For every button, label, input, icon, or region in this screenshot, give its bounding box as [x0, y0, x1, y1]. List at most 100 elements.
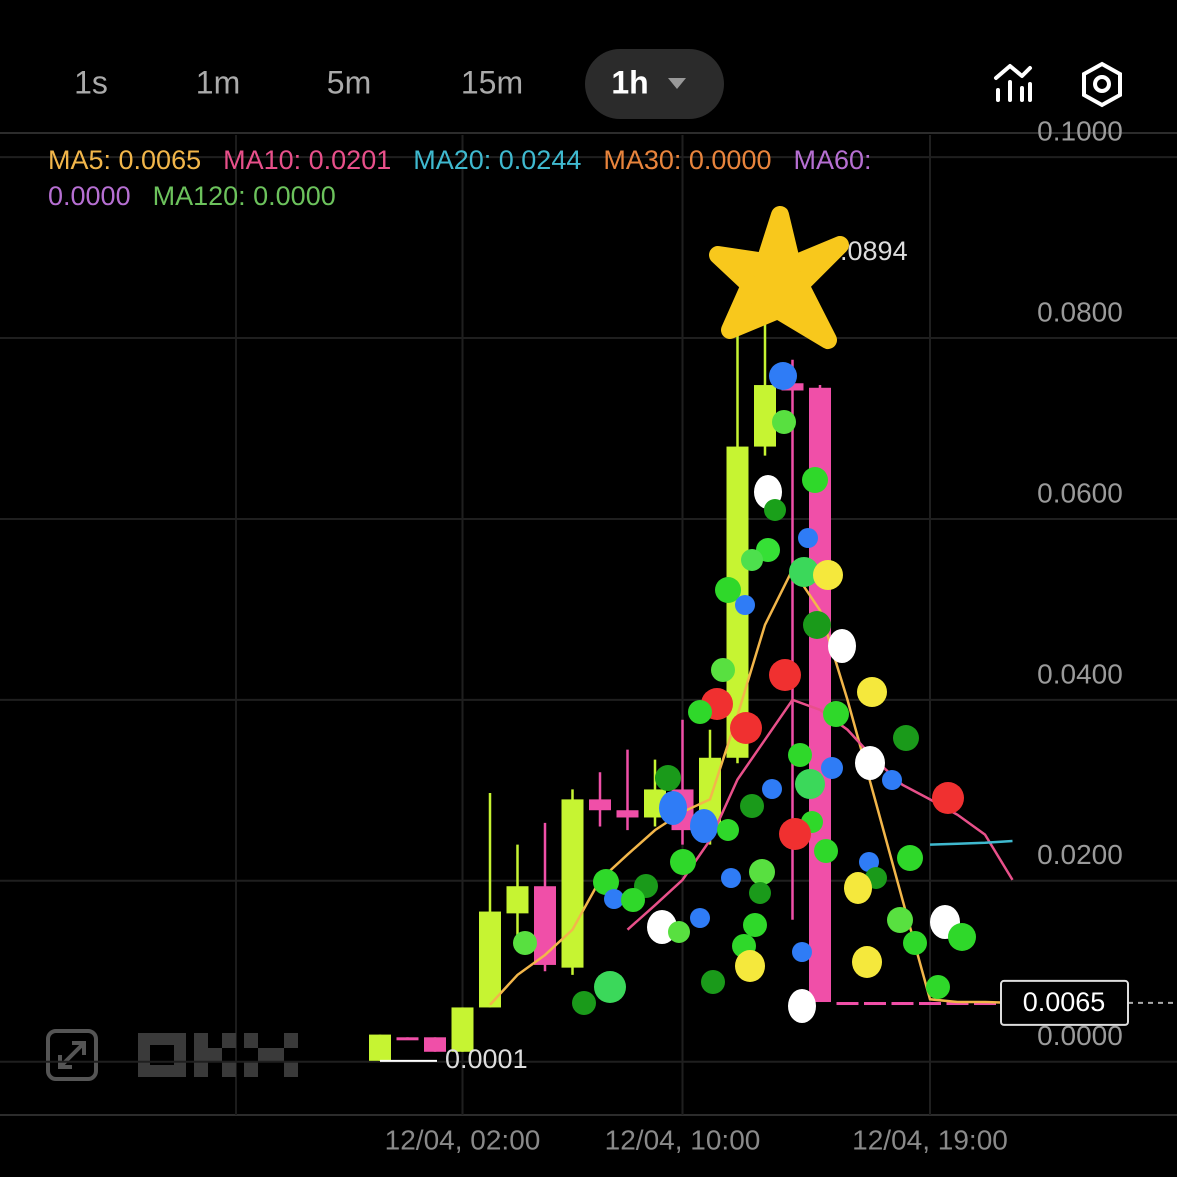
ornament — [948, 923, 976, 951]
icon-hex — [1082, 61, 1122, 108]
icon-line — [994, 64, 1032, 80]
ornament — [814, 839, 838, 863]
ornament — [821, 757, 843, 779]
ma-line — [489, 567, 1013, 1006]
ornament — [926, 975, 950, 999]
ornament — [852, 946, 882, 978]
y-tick-label: 0.1000 — [1037, 115, 1123, 146]
icon-arrow — [58, 1041, 86, 1069]
toolbar: 1s 1m 5m 15m 1h — [74, 49, 724, 119]
y-tick-label: 0.0600 — [1037, 477, 1123, 508]
x-tick-label: 12/04, 02:00 — [385, 1124, 541, 1155]
logo-block — [284, 1033, 298, 1048]
interval-button[interactable]: 1h — [611, 64, 648, 100]
candle-body — [479, 911, 501, 1008]
logo-block — [222, 1062, 236, 1077]
interval-button[interactable]: 15m — [461, 64, 523, 100]
ornament — [887, 907, 913, 933]
ornament — [604, 889, 624, 909]
interval-button[interactable]: 1s — [74, 64, 108, 100]
ornament — [688, 700, 712, 724]
ornament — [690, 908, 710, 928]
ornament — [594, 971, 626, 1003]
ornament — [735, 950, 765, 982]
x-tick-label: 12/04, 19:00 — [852, 1124, 1008, 1155]
ornament — [882, 770, 902, 790]
ornament — [701, 970, 725, 994]
ornament — [803, 611, 831, 639]
ornament — [721, 868, 741, 888]
candle-body — [396, 1037, 419, 1041]
ornament — [690, 809, 718, 843]
ornament — [769, 659, 801, 691]
y-tick-label: 0.0400 — [1037, 658, 1123, 689]
icon-dot — [1093, 75, 1111, 93]
legend-entry: MA5: 0.0065 — [48, 145, 202, 175]
ornament — [715, 577, 741, 603]
candle-body — [919, 1002, 941, 1006]
indicator-icon[interactable] — [994, 64, 1032, 102]
ornament — [788, 989, 816, 1023]
candle-body — [864, 1002, 886, 1006]
candle-body — [616, 810, 639, 818]
candle-body — [424, 1037, 446, 1052]
ornament — [621, 888, 645, 912]
legend-entry: MA120: 0.0000 — [152, 181, 336, 211]
candle-body — [781, 383, 804, 391]
low-label: 0.0001 — [445, 1044, 528, 1074]
ornament — [792, 942, 812, 962]
icon-bars — [996, 80, 1032, 102]
candle-body — [974, 1002, 996, 1006]
ornament — [859, 852, 879, 872]
logo-block — [194, 1033, 208, 1077]
ornament — [730, 712, 762, 744]
ma-line — [929, 839, 1013, 846]
candle-body — [506, 886, 529, 914]
ornament — [593, 869, 619, 895]
candle-body — [891, 1002, 914, 1006]
ornament — [897, 845, 923, 871]
ornament — [717, 819, 739, 841]
ornament — [668, 921, 690, 943]
star — [709, 206, 849, 349]
interval-button[interactable]: 5m — [327, 64, 371, 100]
logo-block — [244, 1033, 258, 1048]
ornaments — [513, 206, 976, 1023]
expand-icon[interactable] — [46, 1029, 98, 1081]
ornament — [779, 818, 811, 850]
active-pill — [585, 49, 724, 119]
ornament — [659, 791, 687, 825]
ornament — [932, 782, 964, 814]
settings-icon[interactable] — [1082, 61, 1122, 108]
candle-body — [589, 799, 611, 811]
legend-entry: MA10: 0.0201 — [223, 145, 392, 175]
ornament — [857, 677, 887, 707]
ornament — [893, 725, 919, 751]
ornament — [802, 467, 828, 493]
ornament — [749, 859, 775, 885]
candle-body — [561, 799, 584, 968]
ornament — [828, 629, 856, 663]
last-price-label: 0.0065 — [1023, 987, 1106, 1017]
logo-block — [244, 1062, 258, 1077]
logo-block — [208, 1048, 222, 1062]
ornament — [735, 595, 755, 615]
candle-body — [534, 886, 556, 965]
ornament — [764, 499, 786, 521]
ornament — [903, 931, 927, 955]
logo-hole — [150, 1045, 174, 1065]
ornament — [743, 913, 767, 937]
logo-block — [258, 1048, 284, 1062]
legend-entry: MA30: 0.0000 — [603, 145, 772, 175]
candle-body — [754, 385, 776, 447]
last-price-box — [1000, 979, 1129, 1026]
x-tick-label: 12/04, 10:00 — [605, 1124, 761, 1155]
ornament — [670, 849, 696, 875]
interval-button[interactable]: 1m — [196, 64, 240, 100]
ornament — [740, 794, 764, 818]
ornament — [795, 769, 825, 799]
candle-body — [451, 1007, 474, 1052]
ornament — [844, 872, 872, 904]
